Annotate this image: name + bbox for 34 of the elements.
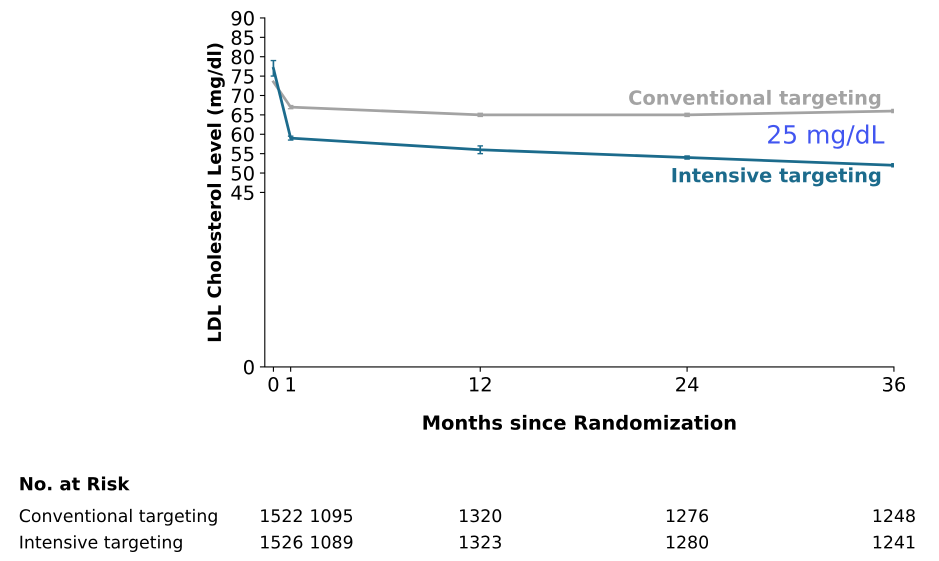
y-tick-label: 60 (232, 127, 254, 142)
text: 1241 (874, 536, 914, 548)
y-tick-label: 80 (232, 50, 254, 64)
y-tick-label: 85 (232, 30, 254, 45)
x-axis-title: Months since Randomization (423, 414, 736, 430)
text: 1248 (874, 509, 915, 522)
x-tick-label: 36 (883, 376, 906, 392)
y-tick-label: 75 (232, 69, 254, 84)
y-tick-label: 50 (232, 166, 254, 181)
text: 1320 (460, 509, 502, 522)
text: Intensive targeting (20, 535, 182, 552)
y-axis-title: LDL Cholesterol Level (mg/dl) (207, 44, 225, 342)
text: 1276 (666, 509, 708, 522)
x-tick-label: 24 (676, 376, 698, 392)
y-tick-label: 70 (232, 88, 254, 104)
text: Conventional targeting (20, 508, 217, 526)
y-tick-label: 55 (232, 146, 254, 162)
text: 1323 (460, 536, 501, 549)
text: 1526 (261, 536, 302, 549)
x-tick-label: 12 (470, 376, 491, 392)
text: 1280 (666, 536, 708, 549)
series-label: Intensive targeting (672, 167, 880, 186)
x-tick-label: 0 (268, 376, 278, 392)
text: 1522 (261, 509, 302, 522)
x-tick-label: 1 (286, 377, 296, 392)
y-tick-label: 0 (244, 360, 254, 375)
text: No. at Risk (20, 476, 130, 491)
annotation: 25 mg/dL (768, 124, 884, 149)
y-tick-label: 45 (231, 186, 254, 200)
y-tick-label: 65 (232, 108, 254, 123)
text: 1089 (311, 536, 352, 549)
series-label: Conventional targeting (629, 90, 880, 109)
y-tick-label: 90 (232, 10, 254, 26)
text: 1095 (311, 509, 352, 522)
